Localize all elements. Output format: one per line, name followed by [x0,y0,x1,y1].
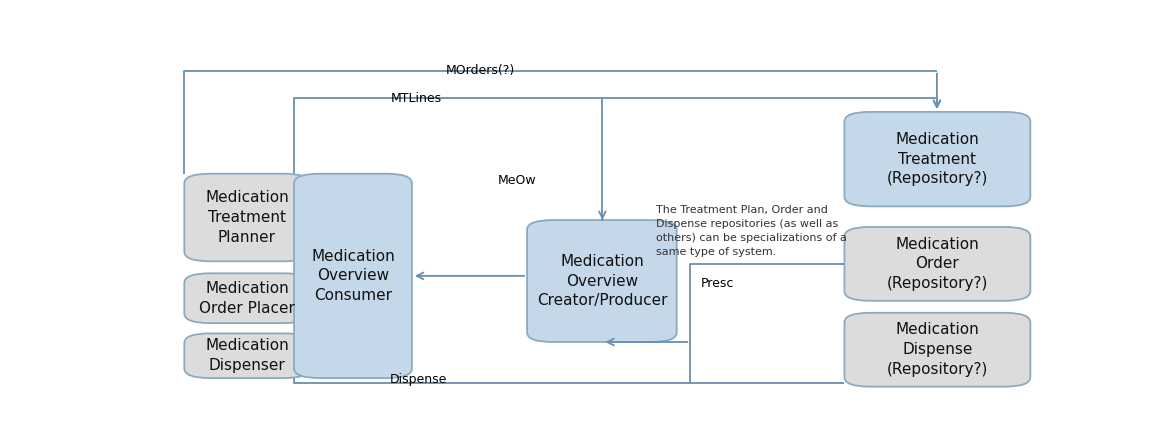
Text: Medication
Treatment
(Repository?): Medication Treatment (Repository?) [887,132,989,186]
Text: Medication
Dispense
(Repository?): Medication Dispense (Repository?) [887,322,989,377]
FancyBboxPatch shape [185,334,309,378]
FancyBboxPatch shape [845,227,1031,301]
Text: The Treatment Plan, Order and
Dispense repositories (as well as
others) can be s: The Treatment Plan, Order and Dispense r… [656,205,847,256]
Text: Medication
Order Placer: Medication Order Placer [199,281,295,316]
FancyBboxPatch shape [185,173,309,261]
FancyBboxPatch shape [526,220,676,342]
FancyBboxPatch shape [185,273,309,323]
Text: Medication
Dispenser: Medication Dispenser [205,339,289,373]
Text: MTLines: MTLines [391,92,442,105]
FancyBboxPatch shape [845,313,1031,387]
Text: Medication
Treatment
Planner: Medication Treatment Planner [205,190,289,245]
Text: MeOw: MeOw [498,174,537,187]
Text: Medication
Order
(Repository?): Medication Order (Repository?) [887,236,989,291]
FancyBboxPatch shape [845,112,1031,206]
Text: MOrders(?): MOrders(?) [446,63,515,77]
FancyBboxPatch shape [294,173,412,378]
Text: Dispense: Dispense [390,372,447,386]
Text: Medication
Overview
Consumer: Medication Overview Consumer [311,248,394,303]
Text: Presc: Presc [701,277,735,290]
Text: Medication
Overview
Creator/Producer: Medication Overview Creator/Producer [537,254,667,308]
